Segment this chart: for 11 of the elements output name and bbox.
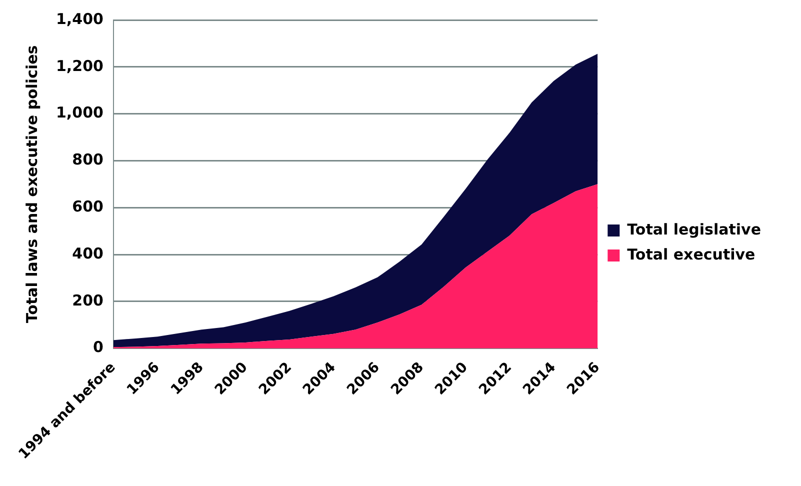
legend-label: Total legislative bbox=[627, 220, 762, 238]
y-tick-label: 1,200 bbox=[56, 56, 104, 75]
y-tick-label: 200 bbox=[72, 291, 104, 310]
y-tick-label: 400 bbox=[72, 244, 104, 262]
y-tick-label: 1,000 bbox=[56, 104, 104, 122]
legend-label: Total executive bbox=[627, 245, 756, 264]
y-tick-label: 0 bbox=[93, 338, 104, 356]
y-tick-label: 1,400 bbox=[56, 10, 104, 28]
y-tick-label: 600 bbox=[72, 198, 104, 216]
y-axis-title: Total laws and executive policies bbox=[22, 45, 41, 324]
y-tick-label: 800 bbox=[72, 150, 104, 169]
